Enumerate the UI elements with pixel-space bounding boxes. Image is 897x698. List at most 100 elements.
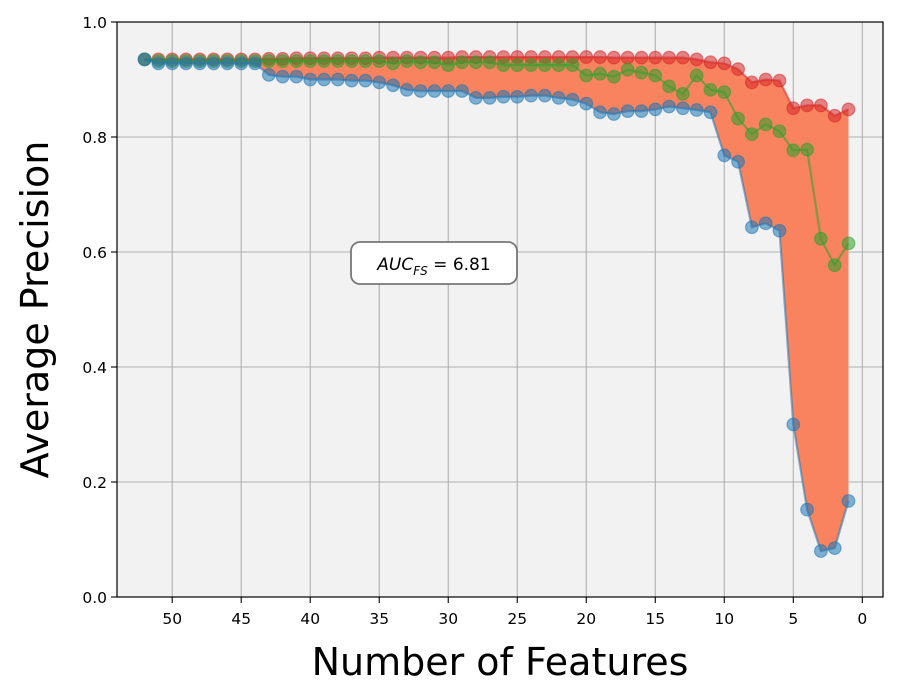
- data-point: [537, 88, 552, 103]
- data-point: [344, 73, 359, 88]
- data-point: [662, 99, 676, 114]
- data-point: [593, 66, 607, 81]
- data-point: [151, 56, 166, 71]
- data-point: [675, 101, 690, 116]
- x-tick-label: 25: [507, 610, 527, 628]
- data-point: [786, 417, 801, 432]
- data-point: [675, 86, 690, 101]
- data-point: [551, 58, 566, 73]
- data-point: [620, 62, 635, 77]
- data-point: [482, 90, 497, 105]
- data-point: [813, 544, 828, 558]
- data-point: [703, 105, 718, 120]
- data-point: [165, 56, 180, 71]
- data-point: [827, 541, 842, 556]
- data-point: [524, 58, 538, 73]
- data-point: [482, 55, 497, 70]
- data-point: [772, 73, 787, 88]
- data-point: [330, 54, 345, 68]
- data-point: [289, 54, 304, 68]
- data-point: [399, 54, 414, 68]
- data-point: [565, 92, 580, 107]
- data-point: [206, 56, 221, 71]
- series-2: [137, 52, 856, 558]
- data-point: [261, 54, 276, 68]
- data-point: [372, 54, 387, 68]
- y-tick-label: 0.4: [82, 359, 107, 377]
- data-point: [744, 127, 759, 142]
- data-point: [813, 98, 828, 113]
- data-point: [606, 69, 621, 84]
- data-point: [524, 88, 538, 103]
- data-point: [358, 73, 373, 88]
- y-tick-label: 0.0: [82, 589, 107, 607]
- data-point: [606, 50, 621, 65]
- fill-between-area: [144, 57, 849, 551]
- data-point: [275, 69, 290, 84]
- data-point: [441, 84, 456, 98]
- data-point: [579, 50, 594, 64]
- data-point: [689, 68, 704, 83]
- data-point: [731, 111, 745, 126]
- data-point: [565, 58, 580, 73]
- data-point: [634, 104, 649, 119]
- data-point: [496, 58, 511, 73]
- data-point: [731, 154, 745, 169]
- data-point: [372, 75, 387, 90]
- y-tick-label: 1.0: [82, 14, 107, 32]
- data-point: [413, 84, 428, 98]
- x-tick-label: 20: [576, 610, 596, 628]
- y-tick-label: 0.6: [82, 244, 107, 262]
- series-line: [144, 58, 850, 553]
- data-point: [827, 258, 842, 273]
- data-point: [275, 54, 290, 68]
- data-point: [579, 68, 594, 83]
- data-point: [717, 148, 732, 163]
- data-point: [593, 105, 607, 120]
- data-point: [441, 58, 456, 73]
- x-tick-label: 40: [300, 610, 320, 628]
- data-point: [427, 55, 442, 70]
- x-axis-title: Number of Features: [312, 640, 689, 684]
- x-tick-label: 5: [788, 610, 798, 628]
- data-point: [386, 56, 400, 71]
- data-point: [689, 103, 704, 117]
- data-point: [648, 102, 663, 117]
- y-tick-label: 0.8: [82, 129, 107, 147]
- data-point: [289, 69, 304, 84]
- data-point: [468, 55, 483, 70]
- data-point: [675, 50, 690, 65]
- data-point: [800, 98, 814, 113]
- data-point: [137, 52, 152, 67]
- x-tick-label: 0: [857, 610, 867, 628]
- data-point: [800, 142, 814, 157]
- auc-annotation-box: [350, 241, 518, 285]
- data-point: [841, 494, 856, 508]
- data-point: [330, 72, 345, 87]
- data-point: [620, 50, 635, 65]
- data-point: [648, 50, 663, 65]
- data-point: [634, 50, 649, 65]
- axis-ticks: 50 45 40 35 30 25 20 15 10 5 00.00.20.40.60.81.0: [82, 14, 867, 628]
- data-point: [606, 107, 621, 121]
- data-point: [703, 55, 718, 70]
- data-point: [317, 72, 331, 87]
- data-point: [303, 54, 318, 68]
- data-point: [399, 82, 414, 97]
- data-point: [827, 108, 842, 123]
- data-point: [662, 79, 676, 94]
- data-point: [744, 220, 759, 235]
- y-tick-label: 0.2: [82, 474, 107, 492]
- auc-annotation: AUCFS = 6.81: [350, 241, 518, 285]
- data-point: [648, 68, 663, 83]
- data-point: [689, 52, 704, 67]
- x-tick-label: 15: [645, 610, 665, 628]
- data-point: [758, 117, 773, 132]
- y-axis-title: Average Precision: [13, 141, 57, 479]
- data-point: [744, 75, 759, 90]
- data-point: [758, 72, 773, 87]
- data-point: [510, 58, 525, 73]
- data-point: [413, 55, 428, 70]
- data-point: [620, 104, 635, 119]
